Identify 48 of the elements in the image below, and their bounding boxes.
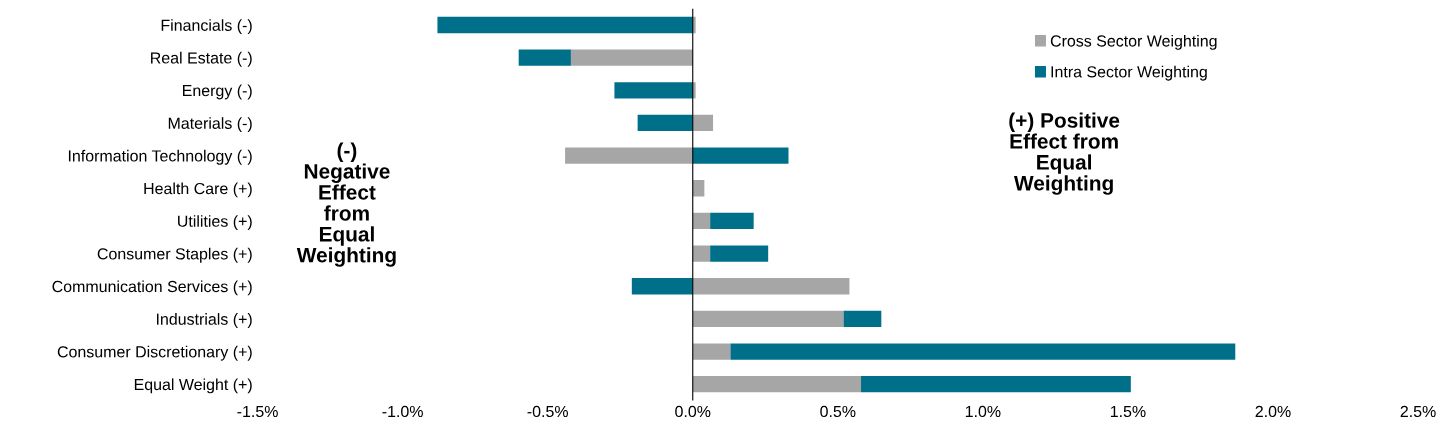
- y-tick-label: Information Technology (-): [68, 149, 252, 165]
- bar: [631, 278, 693, 295]
- annotation: (-) Negative Effect from Equal Weighting: [296, 142, 396, 267]
- x-tick-label: -1.5%: [237, 405, 278, 418]
- y-tick-label: Consumer Discretionary (+): [57, 345, 252, 361]
- y-tick-label: Real Estate (-): [151, 51, 252, 67]
- bar: [692, 278, 850, 295]
- bar: [570, 49, 693, 66]
- bar: [692, 180, 705, 197]
- bar: [861, 376, 1131, 393]
- bar: [692, 82, 696, 99]
- x-tick-label: -0.5%: [527, 405, 568, 418]
- bar: [637, 114, 693, 132]
- bar: [692, 245, 711, 262]
- bar: [710, 245, 769, 262]
- bar: [692, 147, 789, 164]
- y-tick-label: Communication Services (+): [52, 280, 252, 296]
- y-tick-label: Financials (-): [161, 19, 252, 35]
- annotation: (+) Positive Effect from Equal Weighting: [1009, 112, 1120, 195]
- bar: [843, 310, 882, 328]
- bar: [710, 212, 754, 230]
- bar: [692, 212, 711, 230]
- y-tick-label: Health Care (+): [144, 182, 252, 198]
- bar: [614, 82, 693, 99]
- y-tick-label: Materials (-): [168, 117, 252, 133]
- legend-label: Intra Sector Weighting: [1051, 65, 1207, 81]
- x-tick-label: 1.5%: [1110, 405, 1146, 418]
- x-tick-label: 0.0%: [675, 405, 711, 418]
- bar: [692, 114, 714, 132]
- x-tick-label: -1.0%: [382, 405, 423, 418]
- x-tick-label: 1.0%: [965, 405, 1001, 418]
- bar: [565, 147, 693, 164]
- y-tick-label: Utilities (+): [178, 215, 252, 231]
- bar: [518, 49, 571, 66]
- y-tick-label: Equal Weight (+): [134, 378, 252, 394]
- bar: [692, 376, 862, 393]
- x-tick-label: 2.5%: [1400, 405, 1436, 418]
- bar: [692, 310, 844, 328]
- bar: [730, 343, 1236, 360]
- y-tick-label: Consumer Staples (+): [97, 247, 252, 263]
- x-tick-label: 2.0%: [1255, 405, 1291, 418]
- bar: [692, 16, 696, 34]
- x-tick-label: 0.5%: [820, 405, 856, 418]
- bar: [692, 343, 731, 360]
- y-tick-label: Energy (-): [183, 84, 252, 100]
- bar: [437, 16, 693, 34]
- y-tick-label: Industrials (+): [156, 313, 252, 328]
- legend-label: Cross Sector Weighting: [1050, 34, 1217, 50]
